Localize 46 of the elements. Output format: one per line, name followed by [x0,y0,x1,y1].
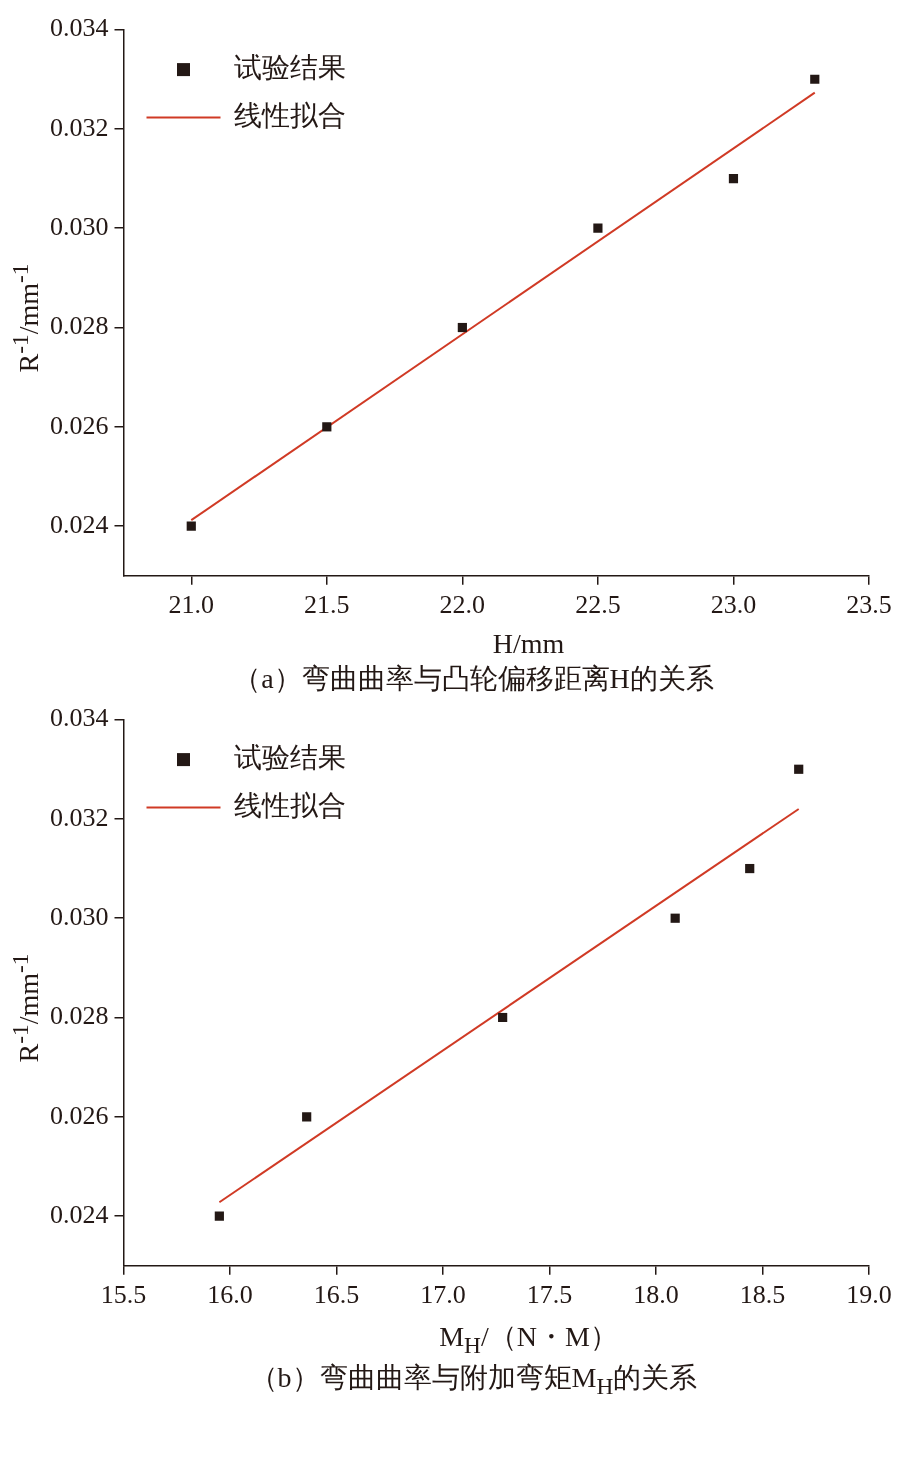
point [214,1211,224,1221]
legend-label: 试验结果 [233,741,346,773]
x-tick-label: 21.0 [168,590,215,620]
legend-label: 线性拟合 [233,99,346,131]
x-axis-title: H/mm [491,628,566,660]
y-tick-label: 0.034 [50,703,109,733]
y-tick-label: 0.032 [50,112,109,142]
x-tick-label: 18.0 [633,1280,679,1310]
point [498,1012,508,1023]
point [745,863,755,874]
point [794,764,804,774]
x-tick-label: 22.0 [439,590,486,620]
x-tick-label: 23.5 [846,590,892,620]
y-tick-label: 0.026 [50,410,109,440]
y-tick-label: 0.030 [50,212,109,242]
y-tick-label: 0.024 [50,1199,109,1229]
text: （b）弯曲曲率与附加弯矩M$_{H}$的关系 [248,1360,699,1400]
x-tick-label: 21.5 [304,590,350,620]
y-tick-label: 0.028 [50,311,109,341]
x-tick-label: 17.5 [526,1280,573,1310]
legend-label: 线性拟合 [233,789,346,821]
y-tick-label: 0.024 [50,509,109,539]
y-tick-label: 0.032 [50,802,109,832]
point [186,521,196,531]
x-tick-label: 22.5 [575,590,621,620]
point [322,422,332,432]
x-tick-label: 15.5 [100,1280,147,1310]
x-tick-label: 18.5 [739,1280,786,1310]
legend-label: 试验结果 [233,51,346,83]
x-tick-label: 23.0 [710,590,757,620]
y-tick-label: 0.026 [50,1100,109,1130]
y-tick-label: 0.028 [50,1001,109,1031]
x-tick-label: 16.0 [207,1280,253,1310]
point [593,223,603,233]
y-tick-label: 0.030 [50,902,109,932]
x-tick-label: 17.0 [420,1280,466,1310]
point [457,322,467,333]
point [728,173,739,184]
x-tick-label: 16.5 [313,1280,360,1310]
y-tick-label: 0.034 [50,13,109,43]
point [670,913,680,923]
x-axis-title: M$_{H}$/（N・M） [438,1320,619,1359]
text: （a）弯曲曲率与凸轮偏移距离H的关系 [232,662,715,696]
point [302,1112,312,1122]
x-tick-label: 19.0 [846,1280,892,1310]
point [810,74,820,84]
